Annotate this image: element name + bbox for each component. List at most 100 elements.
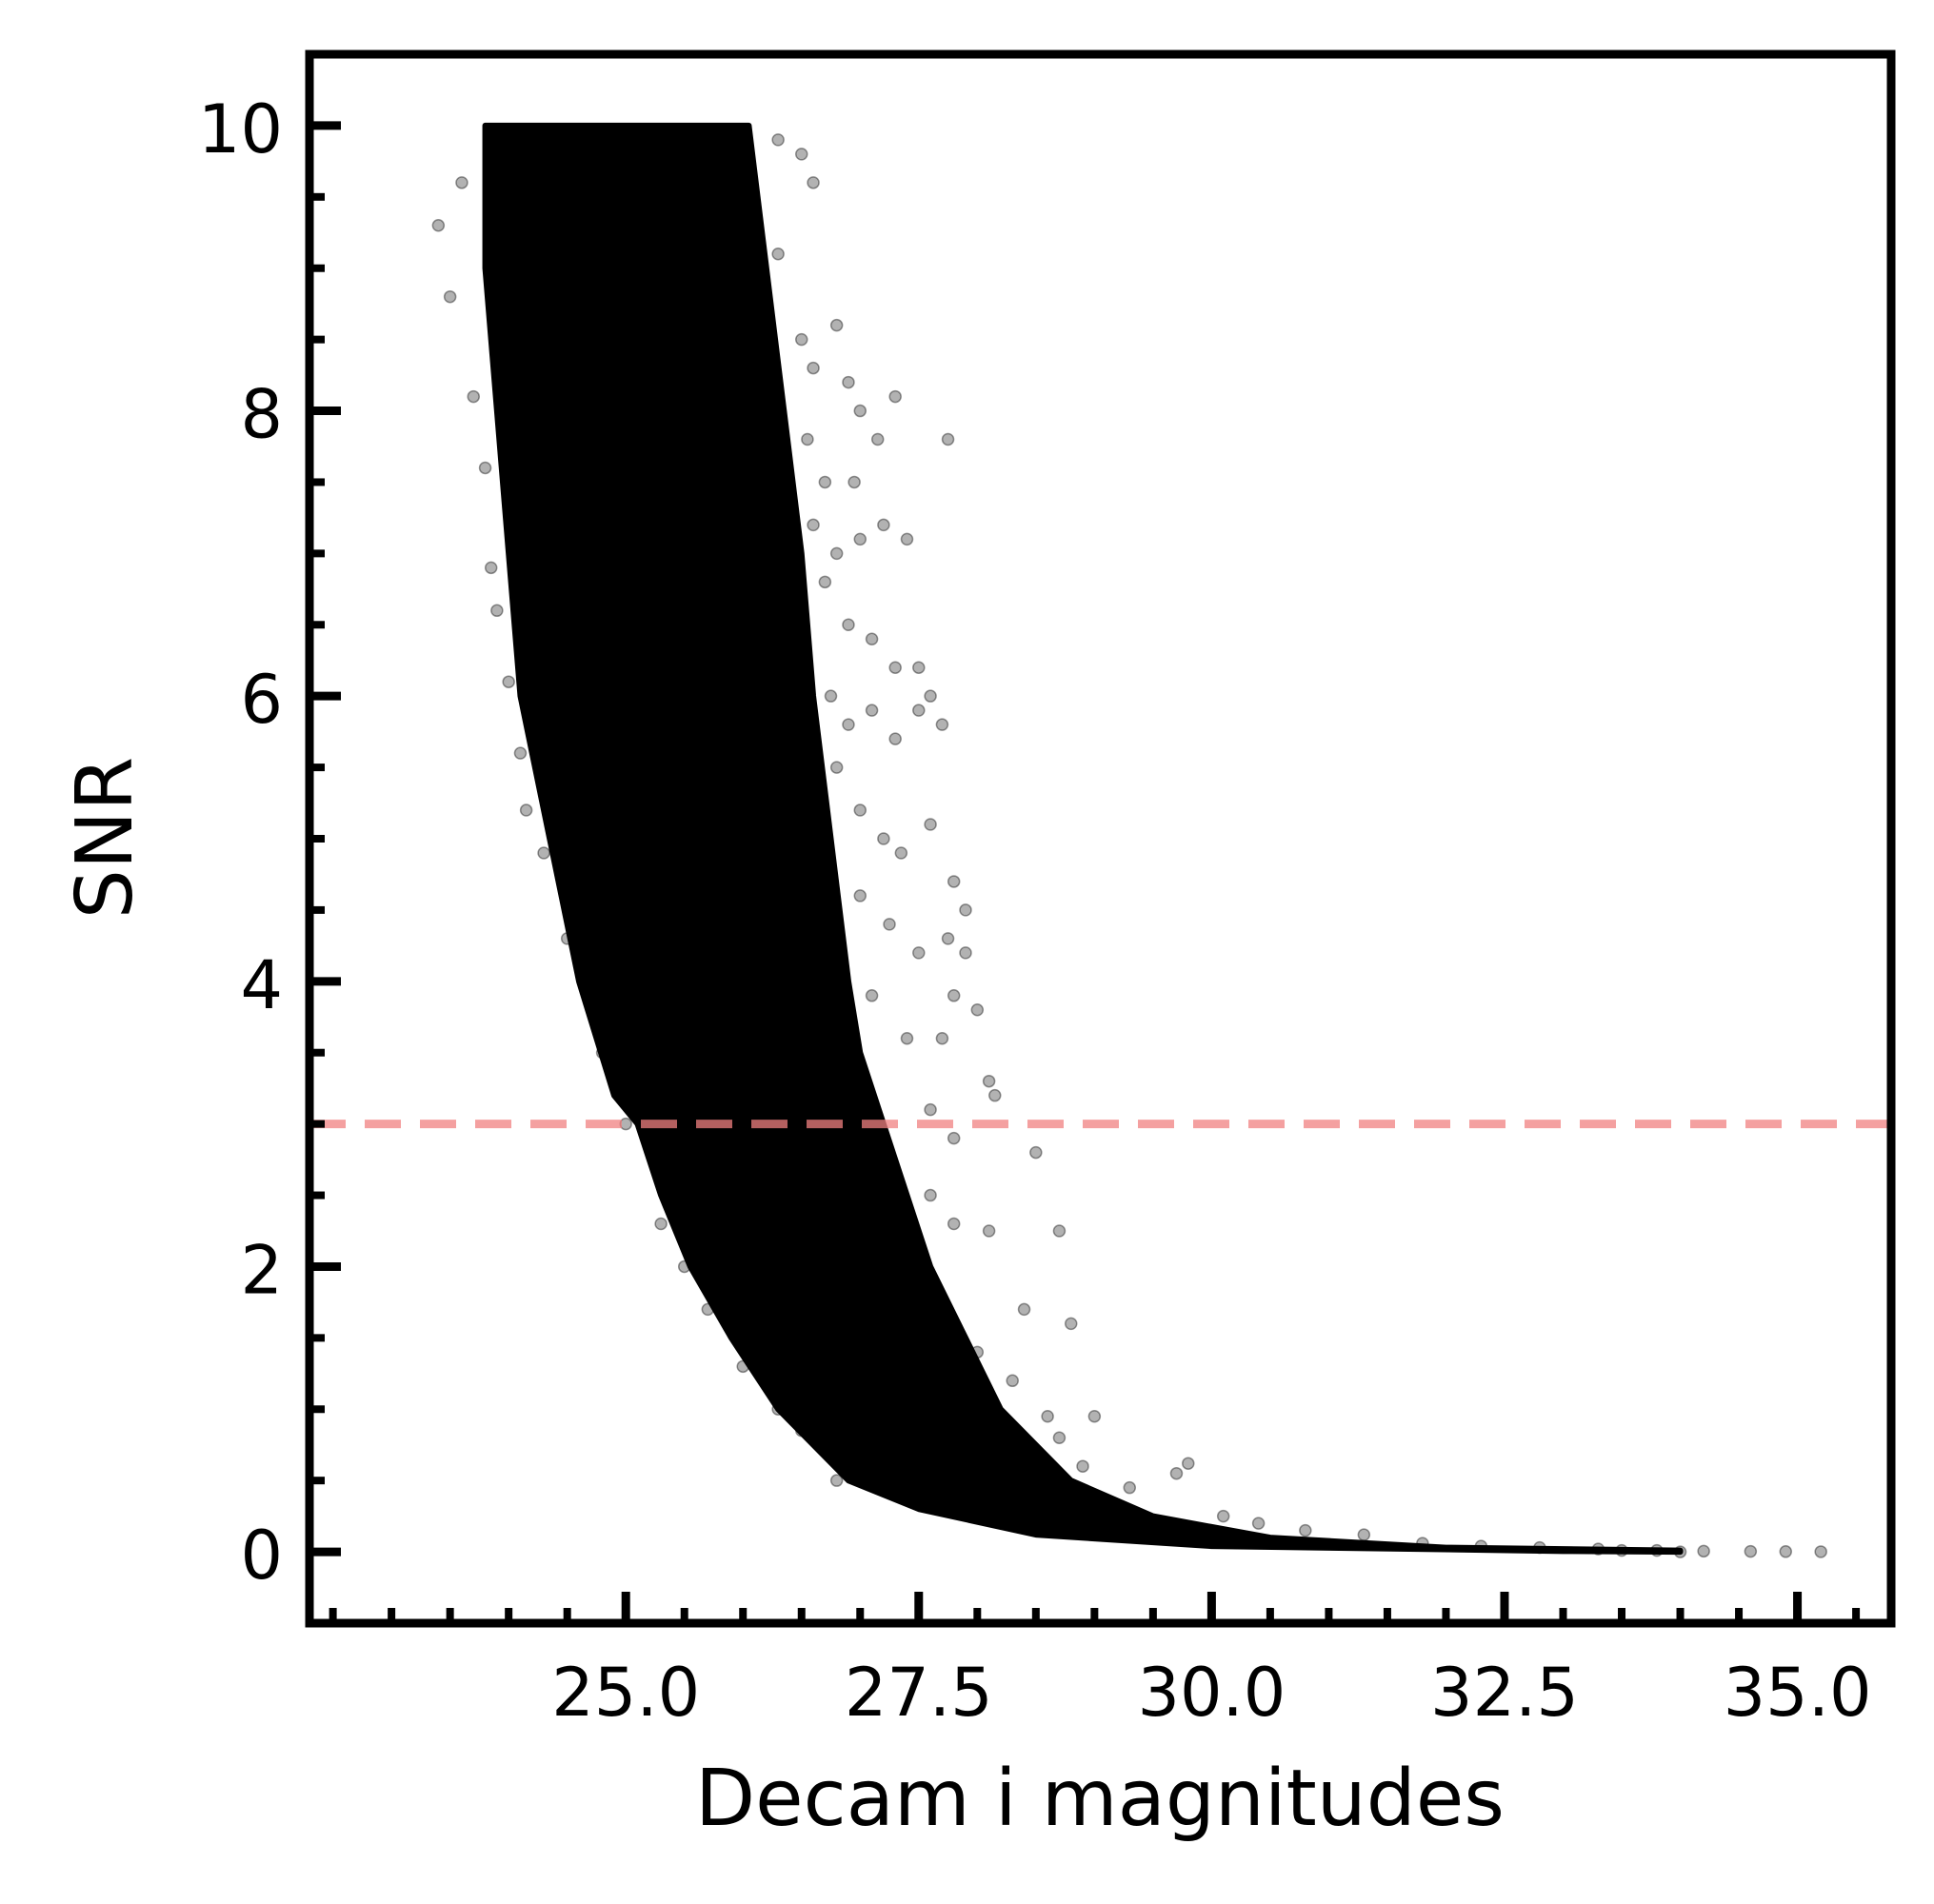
- scatter-point: [1064, 1317, 1078, 1331]
- scatter-density-band: [482, 122, 1684, 1556]
- scatter-point: [900, 1031, 914, 1045]
- scatter-point: [959, 903, 972, 917]
- scatter-point: [1006, 1374, 1019, 1388]
- x-axis-label: Decam i magnitudes: [695, 1754, 1505, 1844]
- scatter-point: [1533, 1540, 1546, 1555]
- scatter-point: [807, 176, 820, 189]
- scatter-point: [795, 1423, 808, 1438]
- scatter-point: [795, 148, 808, 161]
- scatter-point: [801, 432, 814, 446]
- scatter-point: [842, 718, 855, 731]
- y-tick-label: 10: [198, 90, 283, 169]
- scatter-point: [490, 604, 504, 618]
- scatter-point: [1052, 1224, 1067, 1238]
- scatter-point: [701, 1302, 715, 1317]
- scatter-point: [853, 889, 867, 902]
- scatter-point: [924, 1188, 937, 1202]
- scatter-point: [924, 689, 937, 703]
- scatter-point: [1299, 1523, 1312, 1537]
- scatter-point: [519, 803, 533, 817]
- scatter-point: [1474, 1539, 1488, 1553]
- scatter-point: [818, 575, 832, 589]
- scatter-point: [947, 1217, 961, 1231]
- scatter-point: [1744, 1544, 1758, 1558]
- scatter-point: [912, 661, 926, 674]
- y-axis: 0 2 4 6 8 10: [198, 50, 341, 1627]
- scatter-point: [853, 803, 867, 817]
- scatter-point: [877, 518, 890, 532]
- scatter-point: [865, 704, 879, 717]
- scatter-point: [771, 247, 785, 261]
- scatter-point: [484, 561, 498, 575]
- scatter-point: [677, 1259, 691, 1274]
- scatter-point: [455, 176, 469, 189]
- scatter-point: [478, 461, 492, 475]
- scatter-point: [894, 846, 908, 860]
- scatter-point: [947, 1131, 961, 1145]
- scatter-point: [1041, 1410, 1054, 1423]
- y-tick-label: 4: [240, 946, 283, 1024]
- scatter-point: [888, 389, 902, 404]
- scatter-point: [595, 1045, 609, 1060]
- y-tick-label: 2: [240, 1231, 283, 1309]
- scatter-point: [1615, 1543, 1628, 1557]
- scatter-point: [853, 532, 867, 546]
- scatter-point: [865, 989, 879, 1002]
- scatter-point: [829, 761, 844, 774]
- scatter-point: [1814, 1545, 1827, 1558]
- scatter-point: [1357, 1528, 1371, 1541]
- scatter-point: [1416, 1537, 1429, 1550]
- scatter-point: [877, 832, 890, 845]
- scatter-point: [431, 219, 446, 232]
- plot-frame: [305, 50, 1896, 1628]
- scatter-point: [947, 989, 961, 1002]
- y-axis-label: SNR: [60, 757, 150, 919]
- scatter-point: [807, 518, 820, 532]
- scatter-point: [1052, 1431, 1067, 1444]
- scatter-point: [935, 1031, 949, 1045]
- scatter-point: [842, 375, 855, 389]
- x-tick-label: 25.0: [551, 1654, 700, 1732]
- scatter-point: [924, 1102, 937, 1117]
- scatter-point: [771, 133, 785, 147]
- scatter-point: [654, 1217, 668, 1231]
- y-tick-label: 0: [240, 1517, 283, 1595]
- scatter-point: [988, 1088, 1002, 1102]
- scatter-point: [912, 704, 926, 717]
- scatter-point: [1017, 1302, 1031, 1317]
- scatter-point: [924, 818, 937, 831]
- scatter-point: [829, 546, 844, 561]
- scatter-point: [912, 946, 926, 960]
- scatter-point: [1123, 1480, 1137, 1495]
- scatter-point: [935, 718, 949, 731]
- scatter-point: [560, 932, 574, 945]
- scatter-point: [771, 1402, 785, 1417]
- scatter-point: [1216, 1509, 1230, 1523]
- scatter-point: [1182, 1457, 1195, 1470]
- scatter-point: [842, 618, 855, 632]
- scatter-point: [982, 1074, 996, 1088]
- scatter-point: [467, 389, 481, 404]
- scatter-point: [970, 1345, 985, 1359]
- scatter-point: [537, 846, 550, 860]
- scatter-point: [829, 318, 844, 332]
- scatter-point: [941, 932, 955, 945]
- scatter-point: [888, 661, 902, 674]
- scatter-point: [941, 432, 955, 446]
- scatter-point: [959, 946, 972, 960]
- scatter-point: [1169, 1466, 1184, 1480]
- scatter-series: [431, 122, 1827, 1558]
- scatter-point: [736, 1359, 749, 1374]
- x-axis: 25.0 27.5 30.0 32.5 35.0: [329, 1592, 1872, 1732]
- scatter-point: [502, 675, 515, 688]
- scatter-point: [795, 332, 808, 347]
- scatter-point: [807, 361, 820, 375]
- scatter-point: [443, 289, 457, 304]
- scatter-point: [1087, 1410, 1102, 1423]
- x-tick-label: 27.5: [845, 1654, 993, 1732]
- scatter-point: [888, 732, 902, 745]
- y-tick-label: 8: [240, 376, 283, 454]
- x-tick-label: 30.0: [1137, 1654, 1286, 1732]
